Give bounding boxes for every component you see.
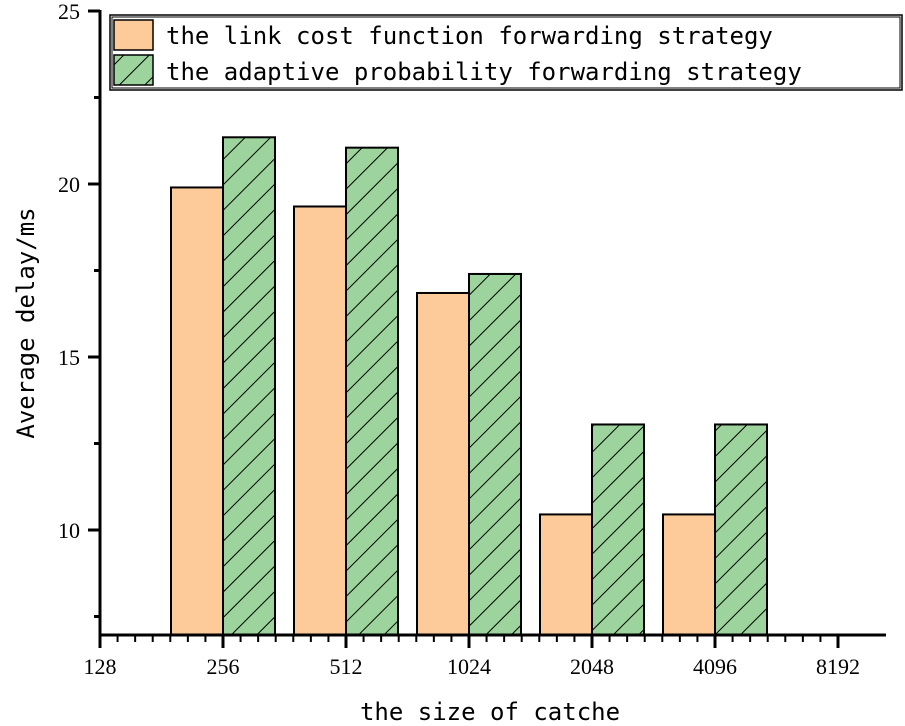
x-axis-title: the size of catche (360, 698, 620, 726)
legend-swatch-link-cost (113, 19, 154, 51)
bar-adaptive-2048 (591, 423, 645, 636)
legend-swatch-adaptive (113, 54, 154, 86)
x-tick-label: 256 (207, 654, 240, 679)
bar-adaptive-512 (345, 146, 399, 636)
y-axis: 10 15 20 25 (58, 0, 102, 636)
legend-label-link-cost: the link cost function forwarding strate… (166, 22, 773, 50)
y-tick-label: 20 (58, 172, 80, 197)
bar-link-cost-1024 (416, 291, 470, 636)
x-tick-label: 128 (84, 654, 117, 679)
y-tick-label: 25 (58, 0, 80, 24)
x-tick-label: 2048 (570, 654, 614, 679)
legend: the link cost function forwarding strate… (109, 14, 903, 91)
x-tick-label: 512 (330, 654, 363, 679)
bar-link-cost-2048 (539, 513, 593, 636)
bar-adaptive-1024 (468, 272, 522, 636)
legend-label-adaptive: the adaptive probability forwarding stra… (166, 58, 802, 86)
x-axis: 128 256 512 1024 2048 4096 8192 (84, 633, 886, 679)
y-tick-label: 15 (58, 345, 80, 370)
x-tick-label: 4096 (693, 654, 737, 679)
x-tick-label: 8192 (816, 654, 860, 679)
y-tick-label: 10 (58, 518, 80, 543)
bar-link-cost-512 (293, 205, 347, 637)
bar-link-cost-256 (170, 186, 224, 637)
bars (170, 136, 768, 637)
bar-link-cost-4096 (662, 513, 716, 636)
bar-adaptive-4096 (714, 423, 768, 636)
x-tick-label: 1024 (447, 654, 491, 679)
bar-adaptive-256 (222, 136, 276, 636)
y-axis-title: Average delay/ms (12, 207, 40, 438)
